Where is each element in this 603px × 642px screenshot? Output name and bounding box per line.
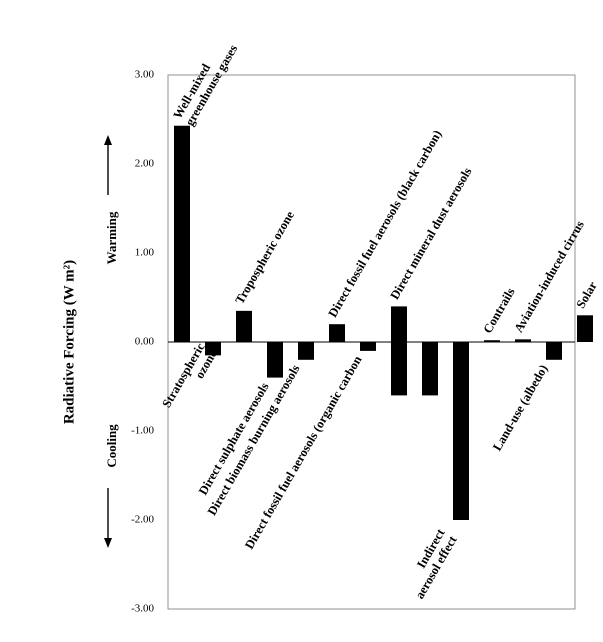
y-axis-ticks: 3.00 2.00 1.00 0.00 -1.00 -2.00 -3.00 [131,69,154,615]
bar-label-group: Direct fossil fuel aerosols (black carbo… [325,128,444,320]
bar [422,342,438,396]
cooling-indicator: Cooling [104,424,119,548]
bar [515,339,531,342]
bar [236,310,252,342]
y-tick-label: 3.00 [135,69,155,81]
bar [298,342,314,360]
bar [577,315,593,342]
bar [267,342,283,378]
warming-label: Warming [104,211,119,264]
warming-arrowhead-icon [104,135,112,145]
y-tick-label: 0.00 [135,336,155,348]
bar-label-group: Tropospheric ozone [232,208,297,306]
bars [174,125,593,520]
bar-label-group: Solar [573,279,600,311]
bar [484,340,500,342]
bar [546,342,562,360]
y-tick-label: -1.00 [131,425,154,437]
bar-label: Direct biomass burning aerosols [205,362,303,518]
bar [205,342,221,356]
bar-label: Tropospheric ozone [232,208,297,306]
bar-label: Direct fossil fuel aerosols (black carbo… [325,128,444,320]
bar-label: Land-use (albedo) [490,362,551,453]
y-tick-label: 2.00 [135,158,155,170]
bar-label-group: Land-use (albedo) [490,362,551,453]
cooling-arrowhead-icon [104,538,112,548]
bar-label-group: Aviation-induced cirrus [511,218,586,335]
bar [391,306,407,396]
bar-label-group: Direct biomass burning aerosols [205,362,303,518]
warming-indicator: Warming [104,135,119,264]
bar-label: Solar [573,279,600,311]
y-tick-label: -2.00 [131,514,154,526]
y-tick-label: 1.00 [135,247,155,259]
bar [453,342,469,520]
y-axis-label: Radiative Forcing (W m²) [61,260,77,424]
bar [174,125,190,342]
bar [360,342,376,351]
y-tick-label: -3.00 [131,603,154,615]
bar-label: Aviation-induced cirrus [511,218,586,335]
cooling-label: Cooling [104,424,119,468]
bar [329,324,345,342]
